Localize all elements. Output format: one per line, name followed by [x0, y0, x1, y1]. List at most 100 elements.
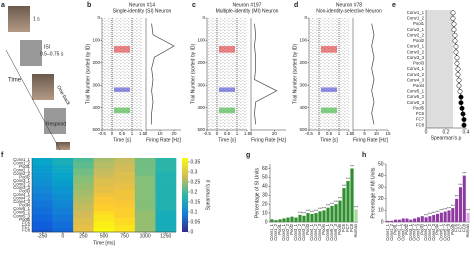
x-tick-label: Conv2_1: [396, 223, 401, 240]
heatmap-cell: [155, 200, 177, 205]
bar: [318, 211, 322, 222]
bar: [390, 220, 394, 222]
x-tick-label: Conv5_3: [333, 223, 338, 240]
heatmap-cell: [134, 214, 156, 219]
x-tick-label: Conv2_2: [285, 223, 290, 240]
heatmap-cell: [32, 175, 53, 180]
shaded-band: [426, 10, 453, 128]
heatmap-cell: [93, 207, 115, 212]
heatmap-cell: [114, 221, 136, 226]
significance: ***: [455, 195, 460, 199]
heatmap-cell: [155, 207, 177, 212]
bar: [443, 211, 447, 222]
heatmap-cell: [52, 207, 74, 212]
x-tick-label: FC6: [454, 223, 459, 232]
heatmap-cell: [155, 210, 177, 215]
x-tick-label: Pool2: [404, 223, 409, 234]
x-tick-label: 0.5: [224, 131, 231, 136]
heatmap-cell: [32, 196, 53, 201]
x-tick-label: Conv4_3: [317, 223, 322, 240]
heatmap-cell: [93, 210, 115, 215]
marker: [452, 38, 458, 44]
y-tick-label: Conv2_1: [13, 167, 30, 172]
y-axis-label: Percentage of MI Units: [370, 167, 376, 218]
heatmap-cell: [134, 175, 156, 180]
heatmap-cell: [93, 179, 115, 183]
y-tick-label: 400: [197, 105, 205, 110]
y-tick-label: 60: [262, 166, 268, 172]
y-tick-label: 0: [265, 219, 268, 225]
y-tick-label: Conv5_2: [13, 210, 30, 215]
heatmap-cell: [155, 221, 177, 226]
heatmap-cell: [155, 161, 177, 166]
heatmap-cell: [155, 182, 177, 187]
y-tick-label: Pool3: [413, 61, 425, 66]
colorbar-tick-label: 0: [191, 229, 194, 235]
bar: [447, 210, 451, 222]
one-back: One-back: [55, 85, 71, 107]
y-tick-label: 30: [262, 193, 268, 199]
bar: [310, 213, 314, 222]
x-tick-label: Conv5_1: [325, 223, 330, 240]
heatmap-cell: [32, 179, 53, 183]
heatmap-cell: [73, 189, 95, 194]
heatmap-cell: [52, 186, 74, 191]
marker: [452, 32, 458, 38]
heatmap-cell: [52, 179, 74, 183]
significance: ***: [424, 213, 429, 217]
bar: [330, 205, 334, 222]
significance: ***: [432, 211, 437, 215]
bar: [290, 216, 294, 222]
chart-subtitle: Multiple-identity (MI) Neuron: [216, 8, 279, 14]
y-tick-label: Conv3_2: [407, 49, 425, 54]
x-tick-label: 500: [100, 233, 109, 239]
chart-subtitle: Single-identity (SI) Neuron: [113, 8, 172, 14]
heatmap-cell: [134, 186, 156, 191]
heatmap-cell: [134, 228, 156, 233]
x-tick-label: 0.5: [326, 131, 333, 136]
heatmap-cell: [134, 161, 156, 166]
y-tick-label: Conv4_2: [407, 72, 425, 77]
panel-label: c: [192, 2, 196, 9]
colorbar-tick-label: 0.2: [191, 189, 198, 195]
y-tick-label: 200: [299, 60, 307, 65]
x-tick-label: Conv4_2: [313, 223, 318, 240]
heatmap-cell: [134, 224, 156, 229]
bar: [286, 217, 290, 222]
x-tick-label: FC8: [349, 223, 354, 232]
heatmap-cell: [73, 168, 95, 173]
heatmap-cell: [155, 186, 177, 191]
heatmap-cell: [114, 168, 136, 173]
heatmap-cell: [52, 172, 74, 176]
x-tick-label: 1: [236, 131, 239, 136]
x-tick-label: Conv1_1: [269, 223, 274, 240]
y-tick-label: 10: [378, 208, 384, 214]
bar: [342, 188, 346, 222]
y-tick-label: Pool5: [19, 217, 30, 222]
x-tick-label: 1.5: [346, 131, 353, 136]
x-tick-label: Pool4: [435, 223, 440, 234]
bar: [401, 218, 405, 222]
y-tick-label: 500: [299, 127, 307, 132]
bar: [436, 213, 440, 222]
significance: ***: [466, 209, 471, 213]
heatmap-cell: [73, 228, 95, 233]
panel-label: f: [1, 152, 4, 159]
x-tick-label: Conv4_2: [427, 223, 432, 240]
heatmap-cell: [114, 193, 136, 198]
heatmap-cell: [155, 165, 177, 169]
panel-label: h: [362, 152, 366, 159]
x-tick-label: Conv2_1: [281, 223, 286, 240]
bar: [409, 219, 413, 222]
heatmap-cell: [93, 186, 115, 191]
marker: [454, 55, 460, 61]
heatmap-cell: [52, 200, 74, 205]
marker: [459, 105, 465, 111]
x-tick-label: -250: [37, 233, 47, 239]
bar: [432, 215, 436, 222]
colorbar: [182, 158, 188, 232]
heatmap-cell: [73, 210, 95, 215]
heatmap-cell: [52, 203, 74, 208]
significance: ***: [326, 204, 331, 208]
marker: [455, 72, 461, 78]
